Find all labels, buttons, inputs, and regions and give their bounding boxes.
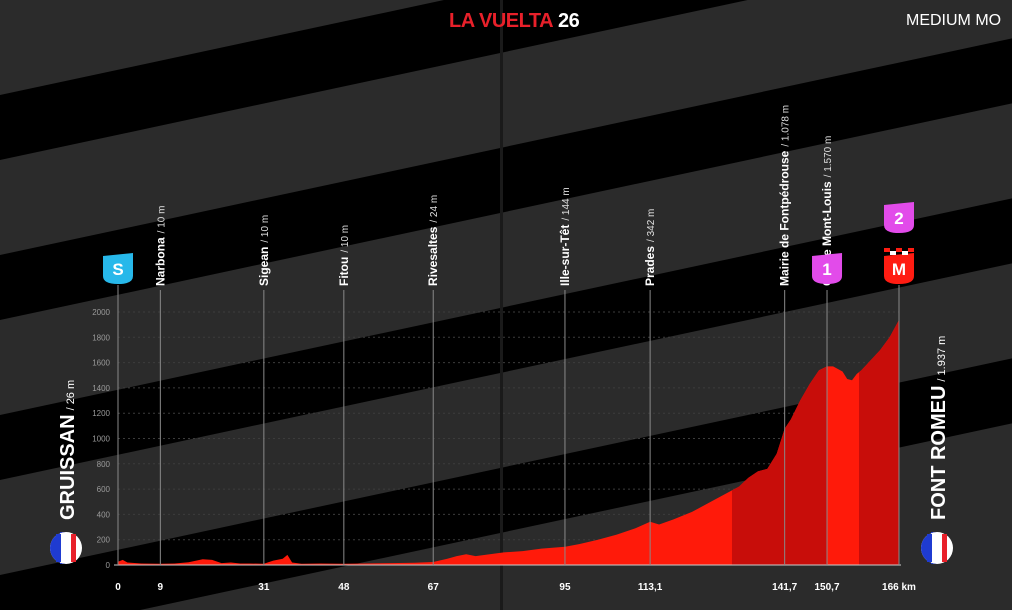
x-tick-label: 166 km xyxy=(882,582,916,593)
badge-label: M xyxy=(892,260,906,279)
waypoint-altitude: / 342 m xyxy=(646,209,657,242)
start-point: GRUISSAN / 26 m xyxy=(57,380,79,520)
badge-label: 2 xyxy=(894,209,903,228)
finish-point-name: FONT ROMEU xyxy=(928,386,950,520)
finish-point: FONT ROMEU / 1.937 m xyxy=(928,336,950,520)
x-tick-label: 31 xyxy=(258,582,270,593)
climb-segment xyxy=(859,320,899,565)
x-tick-label: 9 xyxy=(158,582,164,593)
waypoint-altitude: / 1.078 m xyxy=(781,105,792,147)
x-tick-label: 0 xyxy=(115,582,121,593)
waypoint-label: Mairie de Fontpédrouse / 1.078 m xyxy=(778,105,792,286)
brand-name: LA VUELTA xyxy=(449,10,554,32)
x-tick-label: 113,1 xyxy=(638,582,663,593)
vuelta-logo: LA VUELTA 26 xyxy=(449,10,580,33)
y-tick-label: 200 xyxy=(97,536,111,545)
checkered-flag-pattern xyxy=(908,248,914,252)
climb-badge: 2 xyxy=(884,202,914,233)
y-tick-label: 400 xyxy=(97,510,111,519)
y-tick-label: 0 xyxy=(106,561,111,570)
y-tick-label: 800 xyxy=(97,460,111,469)
badge-shape xyxy=(812,253,843,284)
stripe-band xyxy=(0,198,1012,480)
waypoint-altitude: / 1.570 m xyxy=(823,136,834,178)
stripe-band xyxy=(0,38,1012,320)
x-tick-label: 150,7 xyxy=(815,582,840,593)
waypoint-name: Fitou xyxy=(337,257,351,286)
stripe-band xyxy=(0,0,748,160)
climb-badge: 1 xyxy=(812,253,843,284)
badge-label: 1 xyxy=(822,260,831,279)
flag-red-band xyxy=(942,534,947,562)
checkered-flag-pattern xyxy=(896,248,902,252)
flag-red-band xyxy=(71,534,76,562)
waypoint-label: Rivesaltes / 24 m xyxy=(426,195,440,286)
y-tick-label: 1400 xyxy=(92,384,110,393)
y-tick-label: 1800 xyxy=(92,333,110,342)
badge-shape xyxy=(884,253,914,284)
waypoint-altitude: / 144 m xyxy=(561,187,572,220)
france-flag-icon xyxy=(50,532,82,564)
waypoint-name: Prades xyxy=(643,246,657,286)
badge-shape xyxy=(103,253,133,284)
waypoint-label: Narbona / 10 m xyxy=(153,206,167,286)
badge-label: S xyxy=(112,260,123,279)
center-divider xyxy=(500,0,503,610)
waypoint-name: Narbona xyxy=(153,237,167,286)
start-point-altitude: / 26 m xyxy=(65,380,77,411)
waypoint-label: Sigean / 10 m xyxy=(257,215,271,286)
y-tick-label: 1600 xyxy=(92,359,110,368)
y-tick-label: 2000 xyxy=(92,308,110,317)
waypoint-label: Prades / 342 m xyxy=(643,209,657,286)
x-tick-label: 67 xyxy=(428,582,440,593)
waypoint-name: Rivesaltes xyxy=(426,226,440,286)
france-flag-icon xyxy=(921,532,953,564)
checkered-flag-pattern xyxy=(890,251,896,255)
waypoint-label: Ille-sur-Têt / 144 m xyxy=(558,187,572,286)
x-tick-label: 48 xyxy=(338,582,350,593)
x-tick-label: 95 xyxy=(559,582,571,593)
x-tick-label: 141,7 xyxy=(772,582,797,593)
checkered-flag-pattern xyxy=(884,248,890,252)
y-tick-label: 1200 xyxy=(92,409,110,418)
waypoint-name: Mairie de Fontpédrouse xyxy=(778,150,792,286)
waypoint-label: Fitou / 10 m xyxy=(337,225,351,286)
start-point-name: GRUISSAN xyxy=(57,414,79,520)
checkered-flag-pattern xyxy=(902,251,908,255)
finish-badge: M xyxy=(884,248,914,284)
waypoint-altitude: / 10 m xyxy=(260,215,271,243)
difficulty-label: MEDIUM MO xyxy=(906,12,1002,29)
badge-shape xyxy=(884,202,914,233)
waypoint-altitude: / 10 m xyxy=(340,225,351,253)
stripe-band xyxy=(0,358,1012,610)
brand-year: 26 xyxy=(558,10,580,32)
waypoint-name: Ille-sur-Têt xyxy=(558,225,572,286)
y-tick-label: 600 xyxy=(97,485,111,494)
finish-point-altitude: / 1.937 m xyxy=(936,336,948,382)
waypoint-altitude: / 24 m xyxy=(429,195,440,223)
y-tick-label: 1000 xyxy=(92,435,110,444)
waypoint-altitude: / 10 m xyxy=(156,206,167,234)
flag-blue-band xyxy=(56,534,61,562)
climb-segment xyxy=(731,366,828,565)
flag-blue-band xyxy=(927,534,932,562)
sprint-badge: S xyxy=(103,253,133,284)
waypoint-name: Sigean xyxy=(257,247,271,286)
